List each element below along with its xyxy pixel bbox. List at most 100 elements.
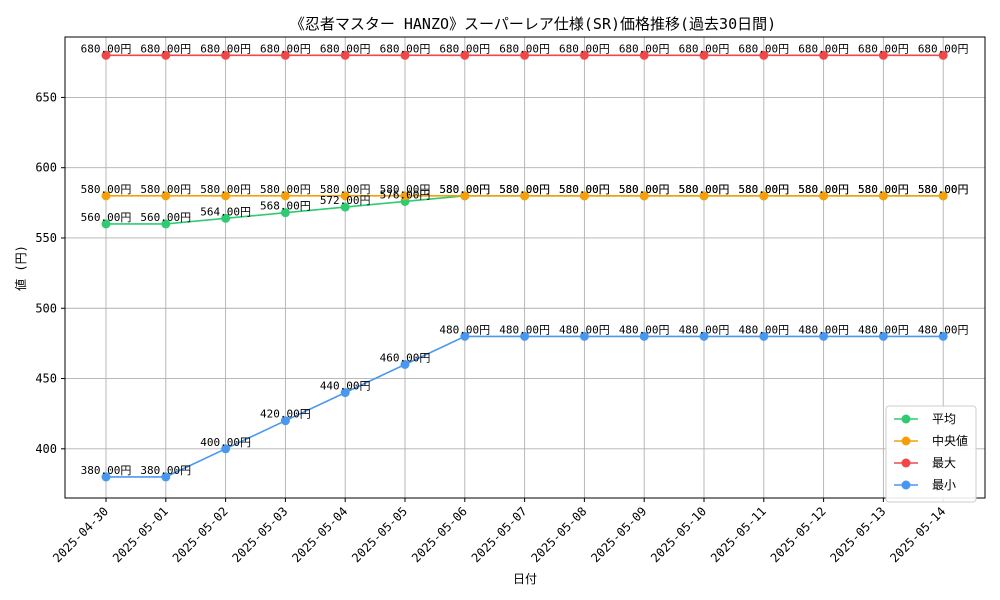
- data-label: 580.00円: [858, 183, 909, 196]
- data-point: [819, 331, 829, 341]
- y-tick-label: 550: [35, 231, 57, 245]
- data-point: [699, 50, 709, 60]
- data-point: [819, 191, 829, 201]
- data-label: 480.00円: [499, 323, 550, 336]
- legend-marker: [901, 414, 911, 424]
- data-point: [639, 191, 649, 201]
- data-label: 572.00円: [320, 194, 371, 207]
- data-point: [699, 191, 709, 201]
- data-label: 568.00円: [260, 200, 311, 213]
- data-label: 680.00円: [81, 42, 132, 55]
- data-label: 680.00円: [260, 42, 311, 55]
- data-label: 680.00円: [439, 42, 490, 55]
- data-point: [161, 191, 171, 201]
- data-point: [101, 50, 111, 60]
- data-point: [938, 191, 948, 201]
- data-label: 480.00円: [439, 323, 490, 336]
- data-label: 380.00円: [81, 464, 132, 477]
- data-label: 420.00円: [260, 408, 311, 421]
- data-point: [280, 416, 290, 426]
- data-label: 580.00円: [439, 183, 490, 196]
- data-point: [639, 50, 649, 60]
- data-label: 680.00円: [798, 42, 849, 55]
- data-label: 680.00円: [200, 42, 251, 55]
- data-label: 580.00円: [798, 183, 849, 196]
- data-label: 680.00円: [858, 42, 909, 55]
- data-label: 480.00円: [738, 323, 789, 336]
- data-label: 580.00円: [439, 183, 490, 196]
- data-point: [400, 191, 410, 201]
- y-axis-label: 値 (円): [13, 245, 28, 291]
- data-point: [759, 50, 769, 60]
- data-label: 580.00円: [619, 183, 670, 196]
- y-tick-label: 650: [35, 90, 57, 104]
- data-label: 480.00円: [619, 323, 670, 336]
- data-point: [699, 331, 709, 341]
- x-axis-label: 日付: [513, 572, 537, 586]
- data-label: 580.00円: [320, 183, 371, 196]
- data-point: [280, 208, 290, 218]
- data-point: [400, 359, 410, 369]
- data-label: 580.00円: [918, 183, 969, 196]
- legend-label: 中央値: [932, 433, 968, 448]
- data-point: [579, 50, 589, 60]
- data-label: 480.00円: [858, 323, 909, 336]
- data-label: 580.00円: [499, 183, 550, 196]
- data-label: 580.00円: [140, 183, 191, 196]
- data-point: [280, 191, 290, 201]
- data-point: [759, 331, 769, 341]
- y-tick-label: 500: [35, 301, 57, 315]
- data-point: [161, 50, 171, 60]
- data-label: 580.00円: [559, 183, 610, 196]
- legend-marker: [901, 480, 911, 490]
- data-point: [579, 191, 589, 201]
- data-label: 460.00円: [380, 351, 431, 364]
- data-point: [639, 331, 649, 341]
- data-label: 564.00円: [200, 205, 251, 218]
- data-label: 680.00円: [738, 42, 789, 55]
- data-label: 560.00円: [140, 211, 191, 224]
- data-point: [221, 50, 231, 60]
- data-label: 580.00円: [679, 183, 730, 196]
- data-label: 680.00円: [619, 42, 670, 55]
- data-label: 480.00円: [798, 323, 849, 336]
- data-label: 580.00円: [798, 183, 849, 196]
- legend-box: [885, 405, 977, 503]
- data-point: [221, 444, 231, 454]
- data-point: [101, 219, 111, 229]
- data-label: 560.00円: [81, 211, 132, 224]
- chart-title: 《忍者マスター HANZO》スーパーレア仕様(SR)価格推移(過去30日間): [290, 15, 776, 33]
- data-point: [819, 50, 829, 60]
- data-label: 680.00円: [499, 42, 550, 55]
- data-point: [280, 50, 290, 60]
- data-point: [161, 219, 171, 229]
- data-label: 440.00円: [320, 380, 371, 393]
- data-label: 680.00円: [918, 42, 969, 55]
- data-point: [520, 50, 530, 60]
- data-labels: 560.00円 560.00円 564.00円 568.00円 572.00円 576.0…: [81, 42, 969, 477]
- data-point: [579, 331, 589, 341]
- data-label: 380.00円: [140, 464, 191, 477]
- y-tick-label: 400: [35, 442, 57, 456]
- data-label: 680.00円: [320, 42, 371, 55]
- data-point: [938, 331, 948, 341]
- data-point: [400, 50, 410, 60]
- data-label: 680.00円: [140, 42, 191, 55]
- data-label: 480.00円: [918, 323, 969, 336]
- data-point: [938, 50, 948, 60]
- data-label: 680.00円: [559, 42, 610, 55]
- data-label: 480.00円: [559, 323, 610, 336]
- y-tick-label: 450: [35, 372, 57, 386]
- legend-marker: [901, 436, 911, 446]
- data-label: 580.00円: [858, 183, 909, 196]
- y-tick-label: 600: [35, 161, 57, 175]
- data-label: 580.00円: [380, 183, 431, 196]
- data-label: 580.00円: [679, 183, 730, 196]
- data-point: [161, 472, 171, 482]
- grid: [65, 37, 985, 498]
- data-point: [221, 213, 231, 223]
- data-point: [340, 388, 350, 398]
- data-label: 480.00円: [679, 323, 730, 336]
- data-label: 680.00円: [380, 42, 431, 55]
